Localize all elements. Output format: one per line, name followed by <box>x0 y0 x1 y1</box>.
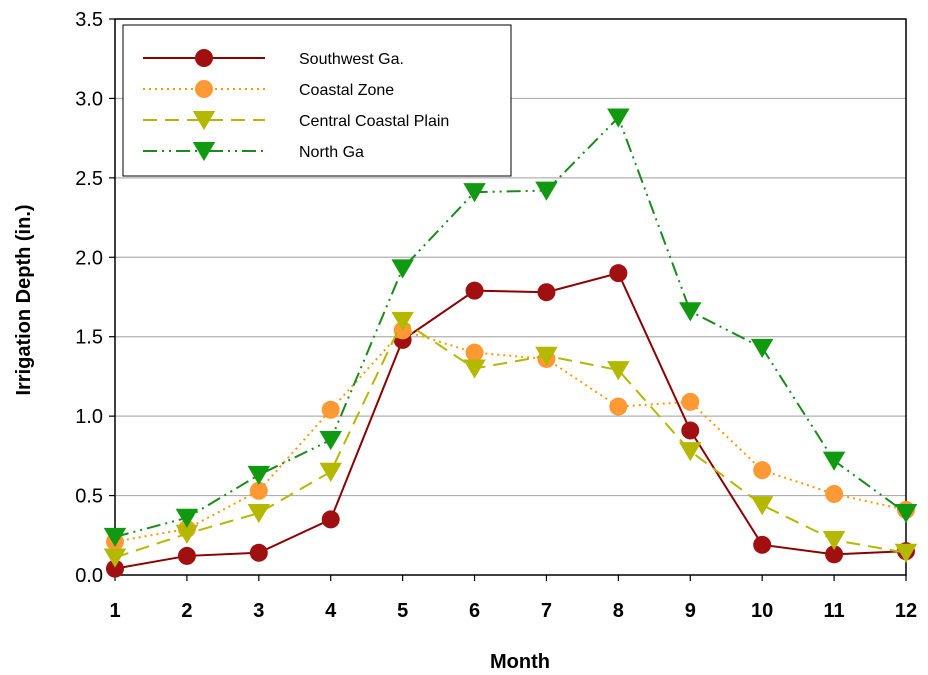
series-north-ga <box>103 108 918 547</box>
x-tick-label: 4 <box>325 600 337 622</box>
data-point <box>750 338 774 358</box>
y-tick-label: 3.5 <box>75 9 103 31</box>
data-point <box>753 535 772 554</box>
y-tick-label: 2.0 <box>75 247 103 269</box>
x-tick-label: 3 <box>253 600 264 622</box>
data-point <box>535 181 558 201</box>
x-tick-label: 6 <box>469 600 480 622</box>
data-point <box>391 259 414 279</box>
x-tick-label: 11 <box>824 600 845 622</box>
data-point <box>825 545 844 564</box>
legend-item: Coastal Zone <box>143 80 394 99</box>
series-line <box>114 115 907 538</box>
data-point <box>750 496 774 516</box>
data-point <box>894 543 918 563</box>
data-point <box>679 302 702 322</box>
data-point <box>681 421 700 440</box>
data-point <box>463 183 486 203</box>
y-tick-label: 0.0 <box>75 565 103 587</box>
data-point <box>822 531 846 551</box>
plot-frame <box>114 18 907 576</box>
series-line <box>114 329 907 543</box>
data-point <box>609 397 628 416</box>
data-point <box>106 559 124 578</box>
data-point <box>177 546 196 565</box>
data-point <box>465 343 484 362</box>
series-coastal-zone <box>106 321 915 551</box>
legend-item: Southwest Ga. <box>143 49 404 68</box>
x-tick-label: 12 <box>895 600 917 622</box>
series-line <box>114 319 907 559</box>
data-point <box>894 504 918 524</box>
data-point <box>249 481 268 500</box>
data-point <box>247 465 271 486</box>
y-tick-label: 1.0 <box>75 406 103 428</box>
data-point <box>681 392 700 411</box>
data-point <box>321 400 340 419</box>
legend-label: Central Coastal Plain <box>299 113 449 130</box>
x-tick-label: 8 <box>613 600 624 622</box>
legend-item: Central Coastal Plain <box>143 111 449 131</box>
data-point <box>607 361 630 381</box>
legend-marker <box>195 49 213 67</box>
data-point <box>609 264 628 283</box>
data-point <box>607 108 630 128</box>
y-tick-label: 3.0 <box>75 88 103 110</box>
data-point <box>679 442 702 462</box>
x-axis: 1 2 3 4 5 6 7 8 9 10 11 12 <box>109 575 917 622</box>
legend-item: North Ga <box>143 142 364 162</box>
data-point <box>463 359 486 379</box>
data-point <box>321 510 340 529</box>
series-central-coastal-plain <box>103 311 918 568</box>
x-axis-title: Month <box>490 651 550 673</box>
data-point <box>319 462 342 482</box>
data-point <box>103 527 127 547</box>
legend-marker <box>195 80 213 98</box>
y-tick-label: 2.5 <box>75 168 103 190</box>
x-tick-label: 1 <box>109 600 120 622</box>
data-point <box>247 504 271 524</box>
legend-label: Coastal Zone <box>299 82 394 99</box>
x-tick-label: 10 <box>751 600 773 622</box>
y-tick-label: 0.5 <box>75 486 103 508</box>
legend-label: Southwest Ga. <box>299 51 404 68</box>
data-point <box>175 508 199 528</box>
x-tick-label: 7 <box>541 600 552 622</box>
data-point <box>537 283 556 302</box>
series-southwest-ga <box>106 264 915 578</box>
data-point <box>822 451 846 471</box>
legend: Southwest Ga. Coastal Zone Central Coastal… <box>122 24 512 177</box>
y-axis-title: Irrigation Depth (in.) <box>13 204 35 395</box>
data-point <box>825 484 844 503</box>
y-tick-label: 1.5 <box>75 327 103 349</box>
data-point <box>319 430 342 451</box>
series-line <box>114 271 907 570</box>
data-point <box>249 543 268 562</box>
y-axis: 0.0 0.5 1.0 1.5 2.0 2.5 3.0 3.5 <box>75 9 115 587</box>
data-point <box>391 311 414 331</box>
data-point <box>535 346 558 366</box>
x-tick-label: 2 <box>181 600 192 622</box>
data-point <box>465 281 484 300</box>
data-point <box>175 524 199 544</box>
series-layer <box>103 108 918 578</box>
legend-label: North Ga <box>299 144 364 161</box>
legend-marker <box>192 111 216 131</box>
data-point <box>103 548 127 568</box>
x-tick-label: 5 <box>397 600 408 622</box>
data-point <box>753 461 772 480</box>
legend-marker <box>192 142 216 162</box>
x-tick-label: 9 <box>685 600 696 622</box>
